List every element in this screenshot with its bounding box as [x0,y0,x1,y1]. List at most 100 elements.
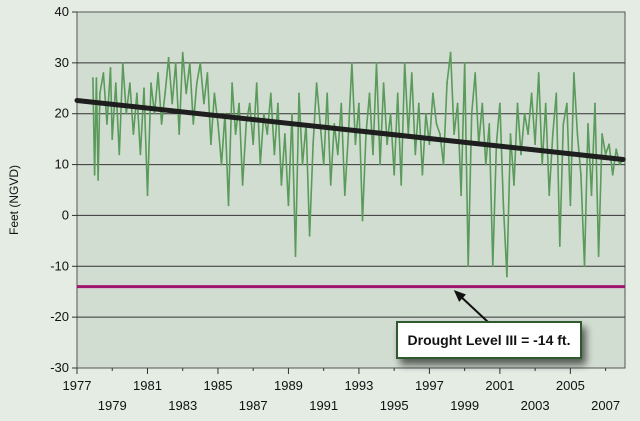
water-level-point [396,92,399,95]
y-tick-label: -20 [50,309,69,324]
water-level-point [202,102,205,105]
water-level-point [611,173,614,176]
water-level-point [340,102,343,105]
annotation-group: Drought Level III = -14 ft. [396,289,582,359]
water-level-point [336,153,339,156]
water-level-point [417,102,420,105]
water-level-point [167,56,170,59]
water-level-point [343,194,346,196]
water-level-point [259,163,262,166]
water-level-point [590,194,593,196]
water-level-point [329,184,332,186]
water-level-point [587,122,589,125]
water-level-point [227,204,230,207]
y-axis-ticks: 40 30 20 10 0 -10 -20 -30 [50,4,77,375]
x-tick-label: 1991 [309,398,338,413]
water-level-point [143,87,145,90]
callout-text: Drought Level III = -14 ft. [408,332,571,348]
water-level-point [414,153,417,156]
water-level-point [386,143,389,146]
water-level-point [185,92,188,95]
water-level-point [210,143,212,146]
water-level-point [467,265,470,268]
x-axis-ticks: 1977 1981 1985 1989 1993 1997 2001 2005 1979 1983… [63,368,620,413]
x-tick-label: 1989 [274,378,303,393]
y-tick-label: 0 [62,207,69,222]
water-level-point [375,61,378,64]
water-level-point [308,234,311,237]
water-level-point [424,112,427,115]
x-tick-label: 2005 [556,378,585,393]
water-level-point [262,112,265,115]
water-level-point [287,204,290,207]
water-level-point [580,173,582,176]
y-tick-label: 40 [55,4,69,19]
x-tick-label: 1979 [98,398,127,413]
water-level-point [615,148,618,151]
water-level-point [530,92,533,95]
water-level-point [178,133,181,135]
water-level-point [565,102,568,105]
water-level-point [234,133,237,135]
water-level-point [435,122,438,125]
x-tick-label: 1993 [344,378,373,393]
water-level-point [291,112,293,115]
water-level-point [241,184,244,186]
water-level-point [93,173,96,176]
water-level-point [213,92,216,95]
water-level-point [269,92,272,95]
water-level-point [470,112,473,115]
water-level-point [111,138,114,141]
x-tick-label: 1995 [380,398,409,413]
water-level-point [358,102,360,105]
water-level-point [372,153,374,156]
water-level-point [520,153,522,156]
water-level-point [354,143,357,146]
x-tick-label: 2007 [591,398,620,413]
water-level-point [146,194,149,196]
water-level-point [118,153,121,156]
water-level-point [446,82,448,85]
water-level-point [389,112,392,115]
water-level-point [502,204,505,207]
water-level-point [217,122,219,125]
water-level-point [136,92,138,95]
water-level-point [206,72,209,74]
y-tick-label: 20 [55,106,69,121]
water-level-point [276,102,279,105]
water-level-point [322,163,325,166]
water-level-point [153,112,156,115]
water-level-point [576,133,579,135]
x-tick-label: 2001 [485,378,514,393]
water-level-point [315,82,318,85]
water-level-point [280,184,283,186]
x-tick-label: 1999 [450,398,479,413]
callout-arrowhead [453,289,466,302]
water-level-point [403,61,406,64]
water-level-point [171,102,174,105]
water-level-point [481,102,484,105]
water-level-point [601,133,603,135]
water-level-point [192,122,195,125]
water-level-point [139,153,142,156]
water-level-point [312,143,315,146]
water-level-point [91,77,94,80]
water-level-point [432,92,434,95]
water-level-point [558,245,561,247]
water-level-point [544,102,547,105]
y-tick-label: 30 [55,55,69,70]
water-level-point [245,122,248,125]
series-group [74,51,626,278]
water-level-point [95,77,98,80]
water-level-point [248,102,251,105]
water-level-point [326,92,329,95]
water-level-point [453,133,455,135]
water-level-point [301,163,304,166]
water-level-point [160,122,163,125]
water-level-point [114,82,117,85]
water-level-point [597,255,600,258]
water-level-point [109,67,112,69]
x-tick-label: 1985 [204,378,233,393]
water-level-point [442,163,445,166]
